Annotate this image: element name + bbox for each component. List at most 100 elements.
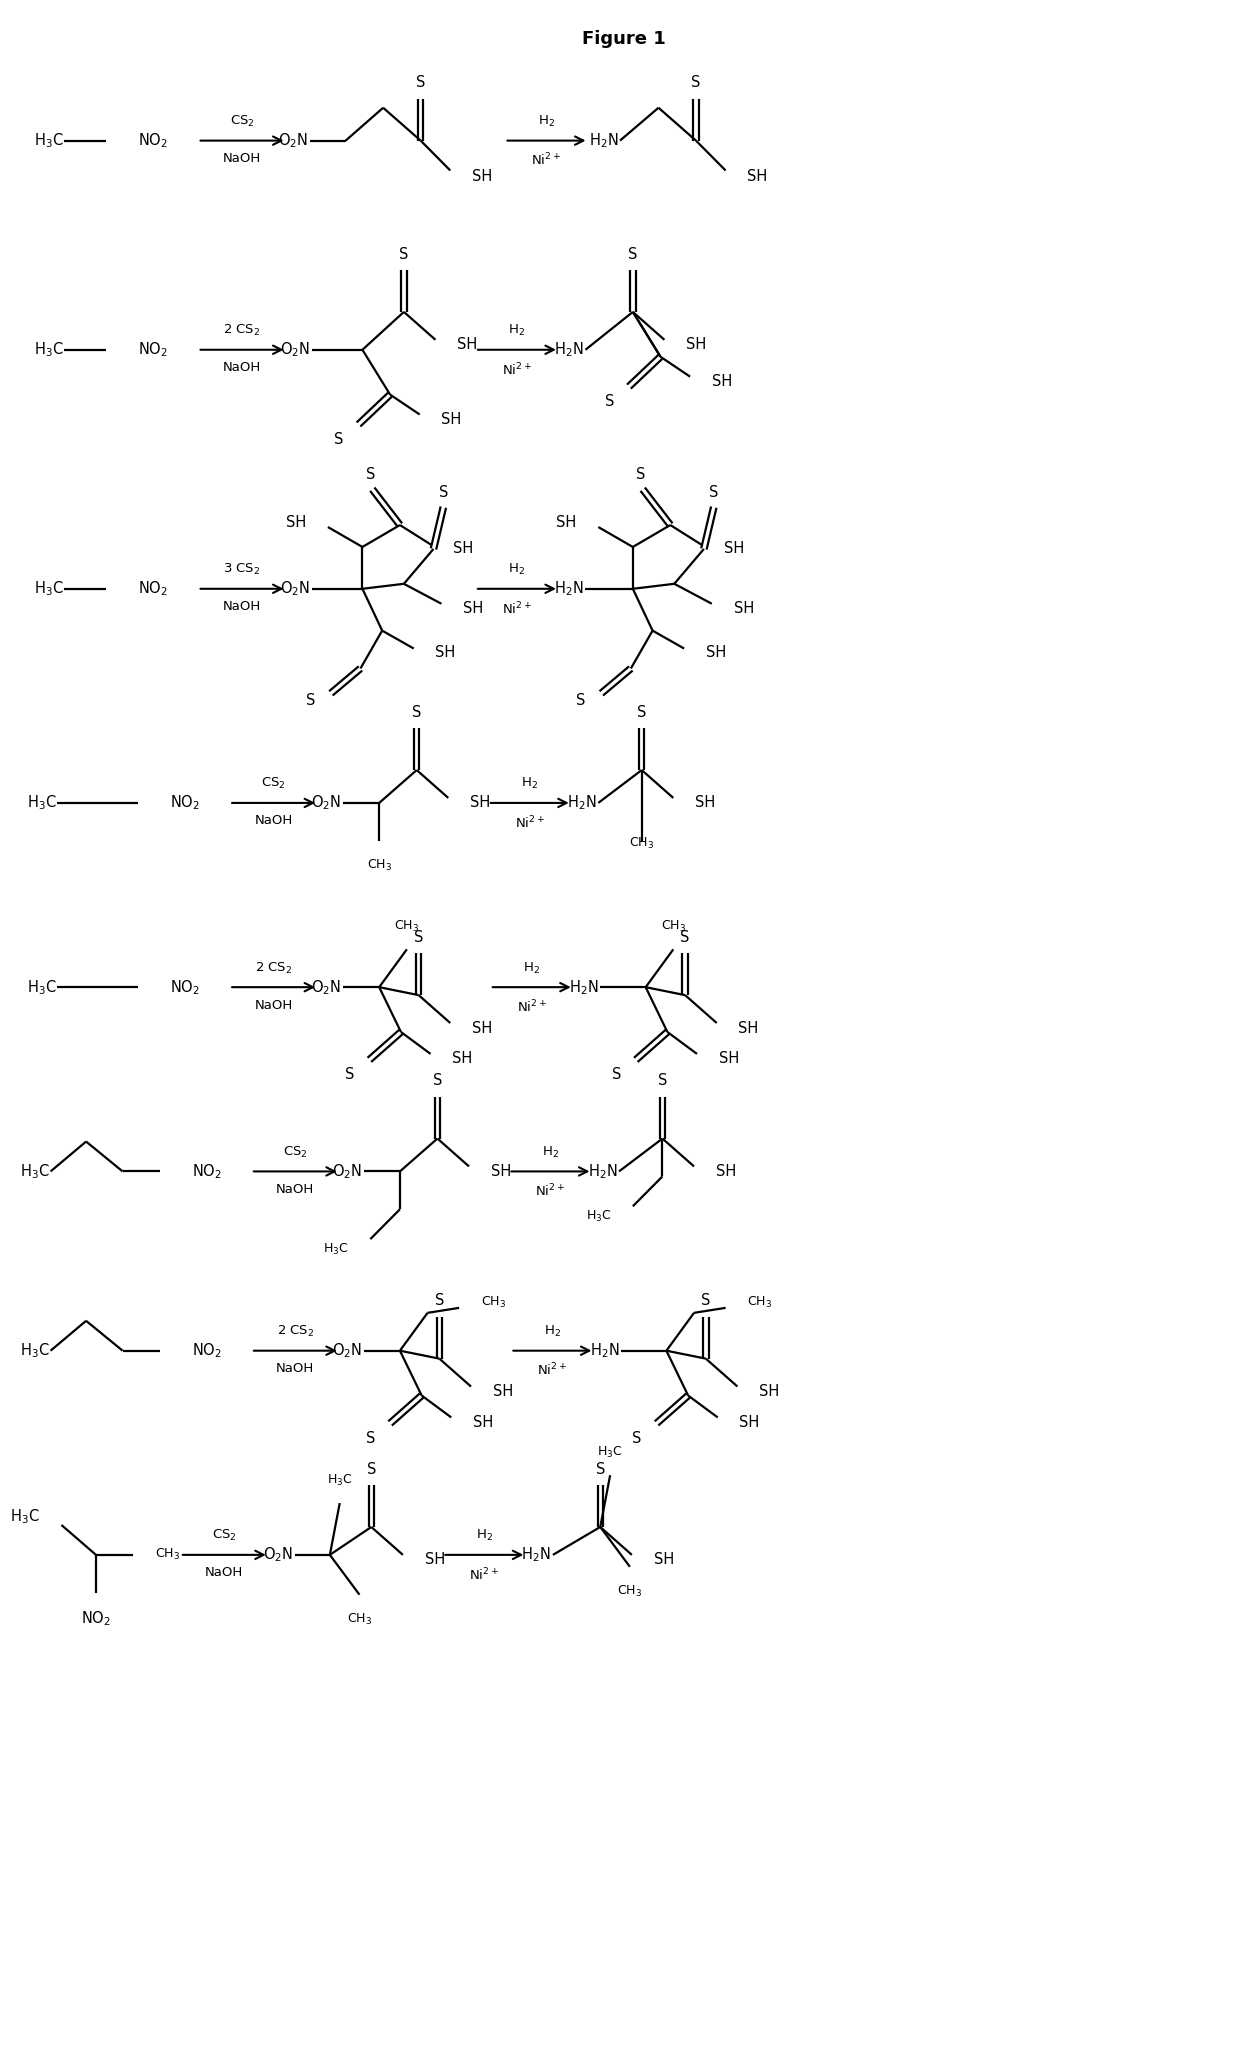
Text: S: S: [414, 930, 423, 944]
Text: $\mathregular{CH_3}$: $\mathregular{CH_3}$: [394, 919, 419, 934]
Text: $\mathregular{H_2}$: $\mathregular{H_2}$: [542, 1146, 559, 1160]
Text: $\mathregular{H_2N}$: $\mathregular{H_2N}$: [588, 1162, 618, 1181]
Text: SH: SH: [435, 646, 456, 660]
Text: $\mathregular{H_3C}$: $\mathregular{H_3C}$: [598, 1446, 622, 1460]
Text: $\mathregular{H_2N}$: $\mathregular{H_2N}$: [589, 1341, 619, 1360]
Text: $\mathregular{H_2}$: $\mathregular{H_2}$: [508, 323, 526, 337]
Text: SH: SH: [734, 601, 754, 617]
Text: $\mathregular{H_3C}$: $\mathregular{H_3C}$: [33, 580, 63, 599]
Text: $\mathregular{H_2}$: $\mathregular{H_2}$: [476, 1528, 492, 1543]
Text: SH: SH: [712, 374, 732, 389]
Text: S: S: [577, 693, 585, 708]
Text: NaOH: NaOH: [254, 998, 293, 1012]
Text: $\mathregular{H_2}$: $\mathregular{H_2}$: [508, 562, 526, 578]
Text: $\mathregular{H_3C}$: $\mathregular{H_3C}$: [10, 1508, 40, 1526]
Text: SH: SH: [706, 646, 727, 660]
Text: SH: SH: [748, 169, 768, 183]
Text: $\mathregular{H_2N}$: $\mathregular{H_2N}$: [554, 339, 584, 360]
Text: SH: SH: [557, 514, 577, 529]
Text: S: S: [399, 247, 408, 261]
Text: $\mathregular{CH_3}$: $\mathregular{CH_3}$: [748, 1296, 773, 1310]
Text: S: S: [692, 76, 701, 91]
Text: SH: SH: [694, 796, 715, 810]
Text: $\mathregular{CS_2}$: $\mathregular{CS_2}$: [283, 1146, 308, 1160]
Text: $\mathregular{H_2}$: $\mathregular{H_2}$: [538, 113, 556, 130]
Text: $\mathregular{H_2}$: $\mathregular{H_2}$: [544, 1325, 560, 1339]
Text: S: S: [605, 395, 614, 409]
Text: $\mathregular{NO_2}$: $\mathregular{NO_2}$: [81, 1611, 110, 1629]
Text: NaOH: NaOH: [223, 152, 262, 165]
Text: SH: SH: [453, 1051, 472, 1066]
Text: S: S: [439, 485, 448, 500]
Text: SH: SH: [686, 337, 707, 352]
Text: SH: SH: [759, 1384, 780, 1399]
Text: $\mathregular{CH_3}$: $\mathregular{CH_3}$: [347, 1611, 372, 1627]
Text: $\mathregular{CH_3}$: $\mathregular{CH_3}$: [629, 835, 655, 852]
Text: S: S: [412, 706, 422, 720]
Text: S: S: [415, 76, 425, 91]
Text: $\mathregular{H_3C}$: $\mathregular{H_3C}$: [324, 1242, 348, 1257]
Text: $\mathregular{CH_3}$: $\mathregular{CH_3}$: [661, 919, 686, 934]
Text: $\mathregular{O_2N}$: $\mathregular{O_2N}$: [332, 1162, 362, 1181]
Text: $\mathregular{Ni^{2+}}$: $\mathregular{Ni^{2+}}$: [502, 362, 532, 378]
Text: SH: SH: [492, 1384, 513, 1399]
Text: $\mathregular{Ni^{2+}}$: $\mathregular{Ni^{2+}}$: [515, 815, 544, 831]
Text: SH: SH: [739, 1020, 759, 1035]
Text: SH: SH: [424, 1553, 445, 1567]
Text: SH: SH: [472, 1415, 494, 1430]
Text: $\mathregular{H_2N}$: $\mathregular{H_2N}$: [554, 580, 584, 599]
Text: SH: SH: [653, 1553, 673, 1567]
Text: $\mathregular{O_2N}$: $\mathregular{O_2N}$: [311, 977, 341, 996]
Text: NaOH: NaOH: [205, 1565, 243, 1580]
Text: SH: SH: [463, 601, 484, 617]
Text: SH: SH: [739, 1415, 760, 1430]
Text: S: S: [366, 1432, 376, 1446]
Text: $\mathregular{O_2N}$: $\mathregular{O_2N}$: [332, 1341, 362, 1360]
Text: $\mathregular{O_2N}$: $\mathregular{O_2N}$: [263, 1545, 294, 1563]
Text: $\mathregular{O_2N}$: $\mathregular{O_2N}$: [280, 339, 310, 360]
Text: $\mathregular{O_2N}$: $\mathregular{O_2N}$: [278, 132, 309, 150]
Text: $\mathregular{NO_2}$: $\mathregular{NO_2}$: [139, 339, 169, 360]
Text: SH: SH: [715, 1164, 737, 1179]
Text: $\mathregular{H_3C}$: $\mathregular{H_3C}$: [33, 339, 63, 360]
Text: SH: SH: [719, 1051, 739, 1066]
Text: $\mathregular{CH_3}$: $\mathregular{CH_3}$: [155, 1547, 180, 1563]
Text: $\mathregular{H_3C}$: $\mathregular{H_3C}$: [327, 1473, 352, 1487]
Text: $\mathregular{H_3C}$: $\mathregular{H_3C}$: [20, 1162, 50, 1181]
Text: S: S: [709, 485, 718, 500]
Text: NaOH: NaOH: [277, 1362, 315, 1376]
Text: S: S: [637, 706, 646, 720]
Text: SH: SH: [286, 514, 306, 529]
Text: $\mathregular{NO_2}$: $\mathregular{NO_2}$: [170, 977, 200, 996]
Text: $\mathregular{CS_2}$: $\mathregular{CS_2}$: [262, 775, 286, 792]
Text: $\mathregular{NO_2}$: $\mathregular{NO_2}$: [170, 794, 200, 813]
Text: $\mathregular{2\ CS_2}$: $\mathregular{2\ CS_2}$: [255, 961, 293, 975]
Text: $\mathregular{CH_3}$: $\mathregular{CH_3}$: [618, 1584, 642, 1598]
Text: $\mathregular{H_3C}$: $\mathregular{H_3C}$: [33, 132, 63, 150]
Text: S: S: [435, 1294, 444, 1308]
Text: SH: SH: [724, 541, 744, 557]
Text: $\mathregular{H_3C}$: $\mathregular{H_3C}$: [27, 794, 57, 813]
Text: $\mathregular{H_2}$: $\mathregular{H_2}$: [521, 775, 538, 792]
Text: $\mathregular{O_2N}$: $\mathregular{O_2N}$: [280, 580, 310, 599]
Text: $\mathregular{Ni^{2+}}$: $\mathregular{Ni^{2+}}$: [502, 601, 532, 617]
Text: $\mathregular{NO_2}$: $\mathregular{NO_2}$: [192, 1341, 222, 1360]
Text: $\mathregular{H_2N}$: $\mathregular{H_2N}$: [589, 132, 618, 150]
Text: $\mathregular{H_2N}$: $\mathregular{H_2N}$: [522, 1545, 551, 1563]
Text: $\mathregular{Ni^{2+}}$: $\mathregular{Ni^{2+}}$: [469, 1565, 500, 1584]
Text: S: S: [636, 467, 646, 481]
Text: S: S: [433, 1074, 443, 1088]
Text: $\mathregular{Ni^{2+}}$: $\mathregular{Ni^{2+}}$: [517, 998, 547, 1016]
Text: $\mathregular{CS_2}$: $\mathregular{CS_2}$: [229, 113, 254, 130]
Text: S: S: [366, 467, 374, 481]
Text: S: S: [367, 1463, 376, 1477]
Text: $\mathregular{H_3C}$: $\mathregular{H_3C}$: [27, 977, 57, 996]
Text: $\mathregular{NO_2}$: $\mathregular{NO_2}$: [139, 132, 169, 150]
Text: $\mathregular{Ni^{2+}}$: $\mathregular{Ni^{2+}}$: [536, 1183, 565, 1199]
Text: $\mathregular{CH_3}$: $\mathregular{CH_3}$: [481, 1296, 506, 1310]
Text: $\mathregular{2\ CS_2}$: $\mathregular{2\ CS_2}$: [223, 323, 260, 337]
Text: S: S: [345, 1068, 355, 1082]
Text: $\mathregular{H_2}$: $\mathregular{H_2}$: [523, 961, 541, 975]
Text: $\mathregular{CS_2}$: $\mathregular{CS_2}$: [212, 1528, 237, 1543]
Text: S: S: [629, 247, 637, 261]
